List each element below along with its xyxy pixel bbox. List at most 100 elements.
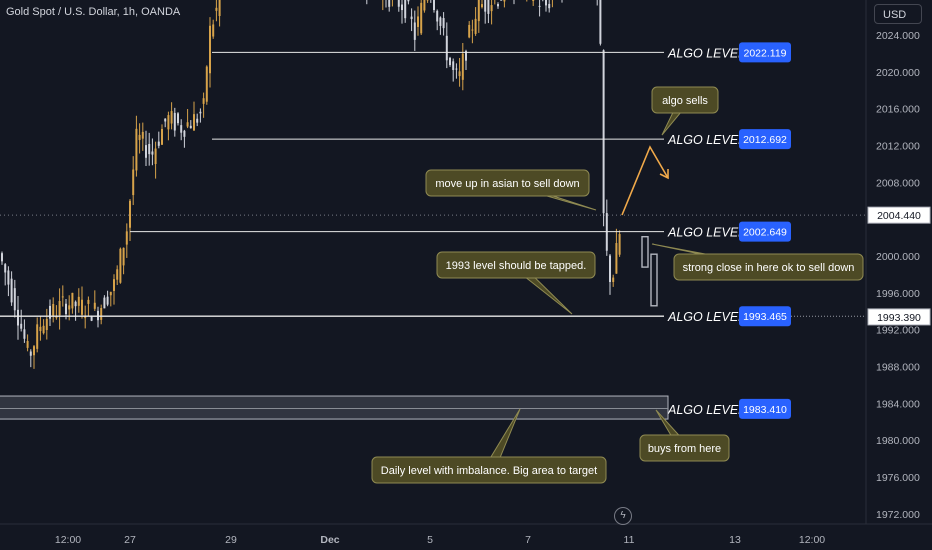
algo-level-label: ALGO LEVEL <box>667 226 745 240</box>
candle-body <box>545 0 547 6</box>
candle-body <box>71 292 74 309</box>
candle-body <box>151 151 154 155</box>
candle-body <box>65 303 67 315</box>
x-tick-label: Dec <box>320 534 339 546</box>
candle-body <box>77 296 80 306</box>
candle-body <box>433 0 435 11</box>
x-tick-label: 12:00 <box>799 534 825 546</box>
candle-body <box>20 323 23 329</box>
candle-body <box>401 4 403 11</box>
algo-level-value: 2012.692 <box>743 134 787 146</box>
candle-body <box>177 113 179 124</box>
candle-body <box>548 3 551 9</box>
last-price-badge <box>867 308 931 326</box>
y-tick-label: 2012.000 <box>876 141 920 153</box>
candle-body <box>199 111 202 114</box>
candle-body <box>7 270 10 285</box>
y-tick-label: 1992.000 <box>876 325 920 337</box>
currency-button[interactable]: USD <box>874 4 922 24</box>
algo-level-badge <box>739 42 791 63</box>
candle-body <box>609 255 611 283</box>
note-box <box>673 253 864 281</box>
y-tick-label: 2016.000 <box>876 104 920 116</box>
candle-body <box>161 129 163 145</box>
candle-body <box>599 0 602 44</box>
x-tick-label: 29 <box>225 534 237 546</box>
candle-body <box>183 130 186 137</box>
candle-body <box>36 324 39 349</box>
candle-body <box>468 24 471 38</box>
candle-body <box>397 0 400 7</box>
candle-body <box>209 25 211 74</box>
note-box <box>371 456 607 484</box>
candle-body <box>449 57 451 66</box>
x-tick-label: 5 <box>427 534 433 546</box>
candle-body <box>100 308 103 320</box>
candle-body <box>215 7 218 11</box>
candle-body <box>404 0 407 19</box>
candle-body <box>439 17 442 26</box>
candle-body <box>97 310 99 321</box>
algo-level-badge <box>739 221 791 242</box>
note-box <box>639 434 730 462</box>
candle-body <box>503 0 506 2</box>
note-text: 1993 level should be tapped. <box>446 260 587 272</box>
candle-body <box>148 143 151 155</box>
candle-body <box>420 2 423 34</box>
candle-body <box>4 264 7 273</box>
candle-body <box>26 340 29 348</box>
candle-body <box>81 299 83 315</box>
symbol-title: Gold Spot / U.S. Dollar, 1h, OANDA <box>6 6 181 18</box>
x-tick-label: 12:00 <box>55 534 81 546</box>
candle-body <box>445 35 448 61</box>
candle-body <box>615 243 618 274</box>
candle-body <box>474 18 477 34</box>
algo-level-value: 1993.465 <box>743 311 787 323</box>
candle-body <box>218 0 221 17</box>
note-box <box>425 169 590 197</box>
y-tick-label: 1980.000 <box>876 435 920 447</box>
candle-body <box>141 131 144 139</box>
algo-level-label: ALGO LEVEL <box>667 133 745 147</box>
candle-body <box>61 296 64 298</box>
candle-body <box>13 288 16 311</box>
candle-body <box>154 148 157 164</box>
candle-body <box>164 118 167 122</box>
note-text: strong close in here ok to sell down <box>683 262 855 274</box>
candle-body <box>487 0 490 14</box>
candle-body <box>74 301 77 307</box>
candle-body <box>612 277 615 283</box>
candle-body <box>103 297 106 309</box>
algo-level-badge <box>739 306 791 327</box>
candle-body <box>49 305 51 319</box>
x-tick-label: 13 <box>729 534 741 546</box>
lightning-icon[interactable]: ϟ <box>614 507 632 525</box>
candle-body <box>500 0 503 1</box>
candle-body <box>497 4 499 7</box>
candle-body <box>436 10 439 22</box>
candle-body <box>87 299 90 304</box>
candle-body <box>33 346 35 356</box>
candle-body <box>407 0 410 2</box>
candle-body <box>452 61 455 70</box>
candle-body <box>212 24 215 37</box>
candle-body <box>417 16 419 27</box>
note-text: move up in asian to sell down <box>435 178 579 190</box>
projection-candle <box>650 253 658 307</box>
candle-body <box>602 50 605 214</box>
candle-body <box>119 248 122 283</box>
candle-body <box>538 5 541 7</box>
candle-body <box>90 316 93 321</box>
y-tick-label: 1996.000 <box>876 288 920 300</box>
candle-body <box>138 134 141 141</box>
note-text: Daily level with imbalance. Big area to … <box>381 465 597 477</box>
candle-body <box>180 125 183 133</box>
x-tick-label: 7 <box>525 534 531 546</box>
candle-body <box>132 169 135 196</box>
candle-body <box>93 302 96 309</box>
candle-body <box>1 253 3 262</box>
candle-body <box>202 98 205 104</box>
y-tick-label: 2008.000 <box>876 177 920 189</box>
y-tick-label: 2000.000 <box>876 251 920 263</box>
